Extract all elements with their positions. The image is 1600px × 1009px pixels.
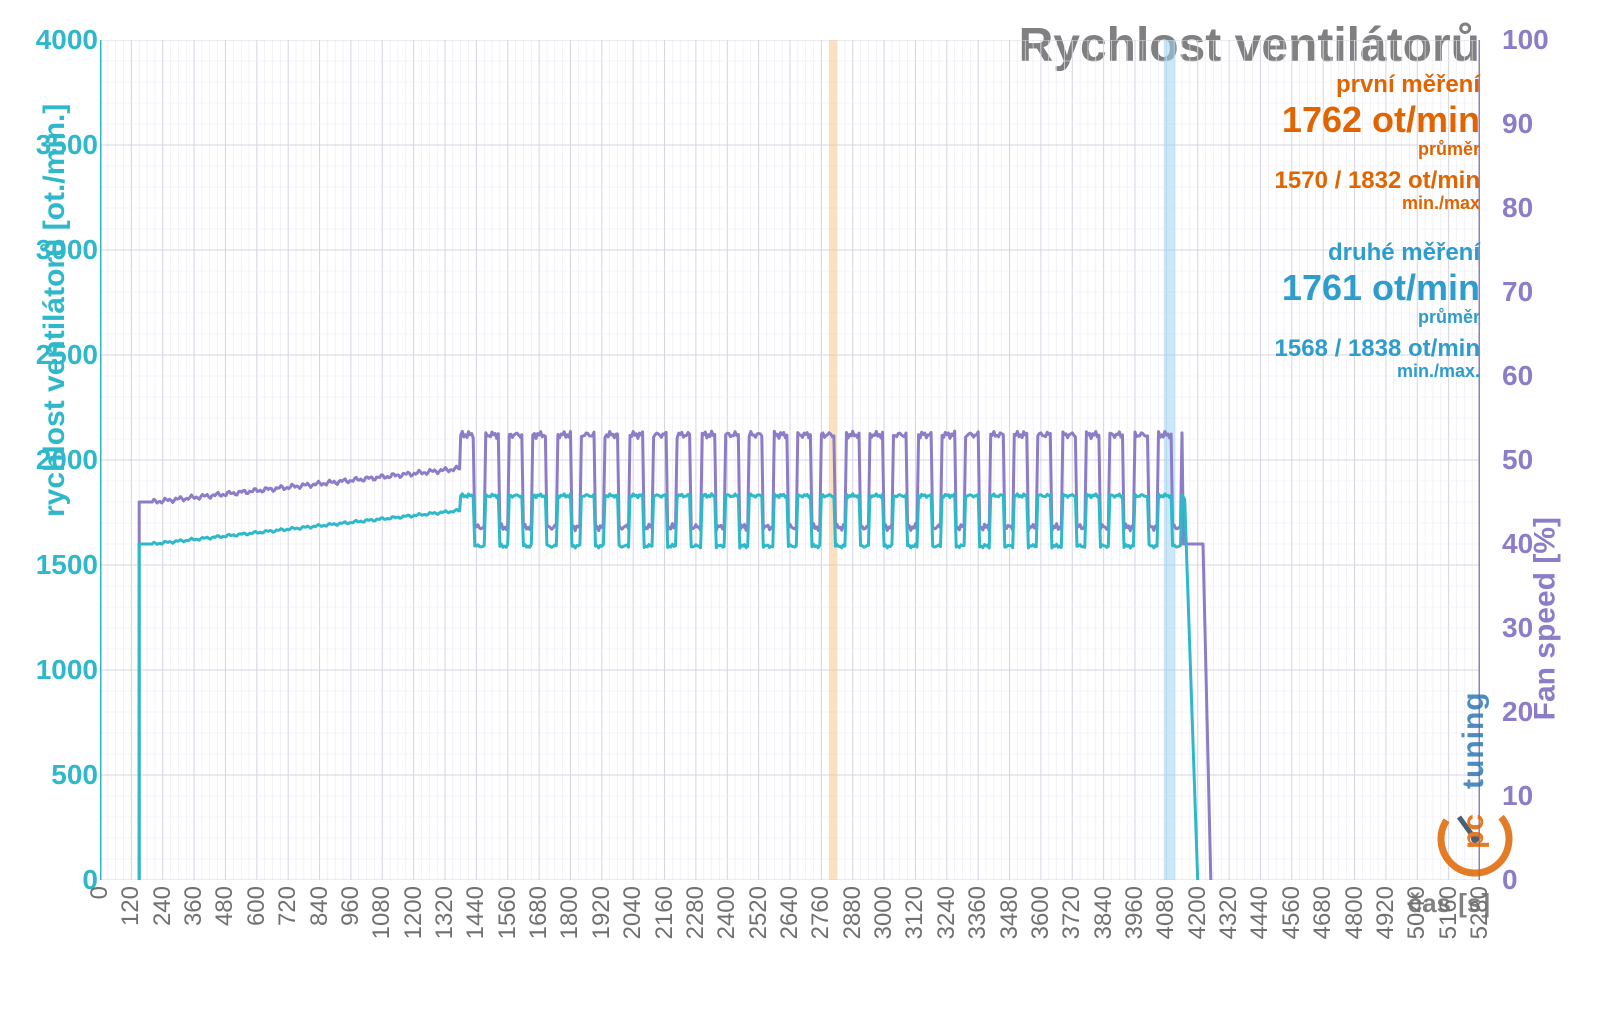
x-tick: 2400	[713, 886, 741, 939]
x-tick: 3480	[996, 886, 1024, 939]
x-tick: 3960	[1121, 886, 1149, 939]
x-tick: 1920	[588, 886, 616, 939]
x-tick: 1080	[368, 886, 396, 939]
x-tick: 600	[243, 886, 271, 926]
y2-tick: 40	[1502, 528, 1590, 560]
y1-tick: 3000	[10, 234, 98, 266]
svg-text:tuning: tuning	[1457, 691, 1490, 789]
anno-minmax-sub: min./max.	[1275, 362, 1480, 382]
x-tick-labels: 0120240360480600720840960108012001320144…	[100, 886, 1480, 996]
y2-tick: 60	[1502, 360, 1590, 392]
x-tick: 4920	[1372, 886, 1400, 939]
x-tick: 2880	[839, 886, 867, 939]
x-tick: 480	[211, 886, 239, 926]
y2-tick: 90	[1502, 108, 1590, 140]
chart-plot-area	[100, 40, 1480, 880]
x-tick: 2520	[745, 886, 773, 939]
anno-label: druhé měření	[1275, 240, 1480, 266]
x-tick: 1200	[400, 886, 428, 939]
x-tick: 1320	[431, 886, 459, 939]
x-tick: 2760	[807, 886, 835, 939]
y2-tick: 70	[1502, 276, 1590, 308]
x-tick: 4560	[1278, 886, 1306, 939]
y2-tick: 0	[1502, 864, 1590, 896]
y1-tick-labels: 05001000150020002500300035004000	[10, 40, 98, 880]
anno-value: 1761 ot/min	[1275, 268, 1480, 308]
x-tick: 5040	[1403, 886, 1431, 939]
x-tick: 2040	[619, 886, 647, 939]
anno-sublabel: průměr	[1275, 308, 1480, 328]
watermark-logo: tuning pc	[1435, 629, 1515, 889]
x-tick: 360	[180, 886, 208, 926]
x-tick: 3240	[933, 886, 961, 939]
x-tick: 1560	[494, 886, 522, 939]
svg-text:pc: pc	[1457, 814, 1490, 849]
x-tick: 3720	[1058, 886, 1086, 939]
x-tick: 720	[274, 886, 302, 926]
x-tick: 1680	[525, 886, 553, 939]
y2-tick: 30	[1502, 612, 1590, 644]
x-tick: 4680	[1309, 886, 1337, 939]
y1-tick: 0	[10, 864, 98, 896]
x-tick: 1800	[556, 886, 584, 939]
x-tick: 4320	[1215, 886, 1243, 939]
anno-minmax: 1570 / 1832 ot/min	[1275, 168, 1480, 194]
y1-tick: 1500	[10, 549, 98, 581]
x-tick: 840	[306, 886, 334, 926]
x-tick: 5160	[1435, 886, 1463, 939]
x-tick: 5280	[1466, 886, 1494, 939]
y2-tick: 50	[1502, 444, 1590, 476]
y1-tick: 1000	[10, 654, 98, 686]
x-tick: 120	[117, 886, 145, 926]
x-tick: 240	[149, 886, 177, 926]
x-tick: 3120	[901, 886, 929, 939]
y2-tick: 20	[1502, 696, 1590, 728]
x-tick: 4200	[1184, 886, 1212, 939]
x-tick: 2160	[651, 886, 679, 939]
x-tick: 2640	[776, 886, 804, 939]
anno-value: 1762 ot/min	[1275, 100, 1480, 140]
y1-tick: 2500	[10, 339, 98, 371]
x-tick: 4440	[1246, 886, 1274, 939]
y2-tick: 80	[1502, 192, 1590, 224]
y1-tick: 2000	[10, 444, 98, 476]
x-tick: 3840	[1090, 886, 1118, 939]
y2-tick: 100	[1502, 24, 1590, 56]
y2-tick: 10	[1502, 780, 1590, 812]
fan-speed-chart: Rychlost ventilátorů rychlost ventilátor…	[0, 0, 1600, 1009]
annotation-second-measurement: druhé měření 1761 ot/min průměr 1568 / 1…	[1275, 240, 1480, 382]
anno-label: první měření	[1275, 72, 1480, 98]
annotation-first-measurement: první měření 1762 ot/min průměr 1570 / 1…	[1275, 72, 1480, 214]
x-tick: 4800	[1341, 886, 1369, 939]
x-tick: 0	[86, 886, 114, 899]
y1-tick: 4000	[10, 24, 98, 56]
x-tick: 3600	[1027, 886, 1055, 939]
x-tick: 3000	[870, 886, 898, 939]
x-tick: 4080	[1152, 886, 1180, 939]
x-tick: 960	[337, 886, 365, 926]
anno-sublabel: průměr	[1275, 140, 1480, 160]
x-tick: 1440	[462, 886, 490, 939]
anno-minmax-sub: min./max	[1275, 194, 1480, 214]
anno-minmax: 1568 / 1838 ot/min	[1275, 336, 1480, 362]
y1-tick: 3500	[10, 129, 98, 161]
x-tick: 2280	[682, 886, 710, 939]
y2-tick-labels: 0102030405060708090100	[1502, 40, 1590, 880]
x-tick: 3360	[964, 886, 992, 939]
y1-tick: 500	[10, 759, 98, 791]
